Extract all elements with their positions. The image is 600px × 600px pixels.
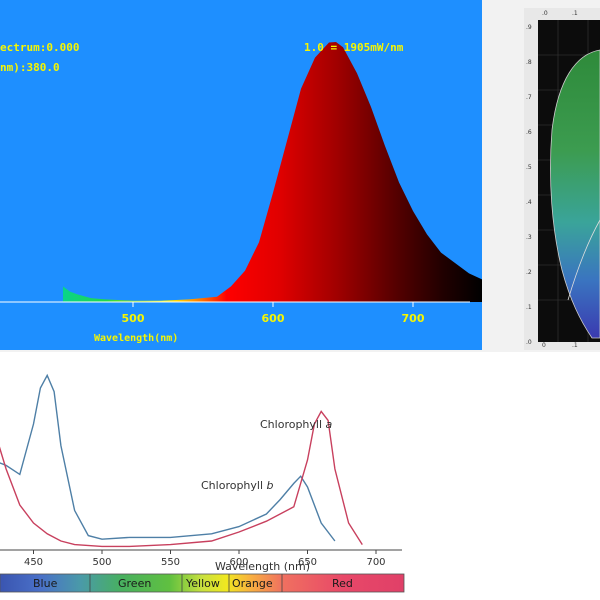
band-label-yellow: Yellow (185, 577, 220, 590)
spectrum-area (63, 42, 482, 302)
visible-spectrum-bar (0, 573, 405, 593)
chlorophyll-b-label: Chlorophyll b (201, 479, 274, 492)
spectrum-tick-label: 600 (262, 312, 285, 325)
cie-y-tick-label: .6 (526, 129, 532, 136)
chlorophyll-tick-label: 450 (24, 557, 43, 568)
chlorophyll-chart-panel: 400450500550600650700 Wavelength (nm) Bl… (0, 352, 600, 600)
cie-y-tick-label: .5 (526, 164, 532, 171)
cie-horseshoe (550, 49, 600, 339)
chlorophyll-x-ticks: 400450500550600650700 (24, 550, 386, 568)
chlorophyll-x-label: Wavelength (nm) (215, 560, 310, 573)
cie-y-tick-label: .2 (526, 269, 532, 276)
spectrum-x-label: Wavelength(nm) (94, 333, 179, 344)
chlorophyll-a-line (0, 410, 363, 548)
chlorophyll-chart-svg: 400450500550600650700 Wavelength (nm) Bl… (0, 373, 405, 593)
spectrum-readout-2: nm):380.0 (0, 61, 60, 74)
cie-plot-area (538, 20, 600, 342)
cie-y-tick-label: .1 (526, 304, 532, 311)
chlorophyll-b-line (0, 373, 336, 542)
cie-diagram-panel: .9 .8 .7 .6 .5 .4 .3 .2 .1 .0 0 .1 .0 .1 (524, 8, 600, 350)
spectrum-chart-svg: 500600700800 (0, 42, 482, 325)
chlorophyll-a-label: Chlorophyll a (260, 418, 333, 431)
spectrum-scale-note: 1.0 = 1905mW/nm (304, 41, 404, 54)
spectrum-x-ticks: 500600700800 (122, 302, 425, 325)
cie-diagram-svg (538, 20, 600, 342)
spectrum-chart-panel: 500600700800 ectrum:0.000 nm):380.0 1.0 … (0, 0, 482, 350)
band-label-blue: Blue (33, 577, 58, 590)
cie-y-tick-label: .0 (526, 339, 532, 346)
chlorophyll-tick-label: 550 (161, 557, 180, 568)
cie-y-tick-label: .7 (526, 94, 532, 101)
band-label-orange: Orange (232, 577, 273, 590)
band-label-green: Green (118, 577, 151, 590)
cie-x-tick-label: 0 (542, 342, 546, 349)
chlorophyll-tick-label: 650 (298, 557, 317, 568)
cie-y-tick-label: .9 (526, 24, 532, 31)
spectrum-tick-label: 500 (122, 312, 145, 325)
cie-top-tick-label: .1 (572, 10, 578, 17)
cie-blackbody-locus (567, 219, 600, 301)
cie-x-tick-label: .1 (572, 342, 578, 349)
cie-y-tick-label: .8 (526, 59, 532, 66)
cie-y-tick-label: .4 (526, 199, 532, 206)
spectrum-readout-1: ectrum:0.000 (0, 41, 80, 54)
cie-top-tick-label: .0 (542, 10, 548, 17)
spectrum-tick-label: 700 (402, 312, 425, 325)
cie-y-tick-label: .3 (526, 234, 532, 241)
chlorophyll-tick-label: 600 (229, 557, 248, 568)
band-label-red: Red (332, 577, 353, 590)
chlorophyll-tick-label: 500 (92, 557, 111, 568)
chlorophyll-tick-label: 700 (366, 557, 385, 568)
